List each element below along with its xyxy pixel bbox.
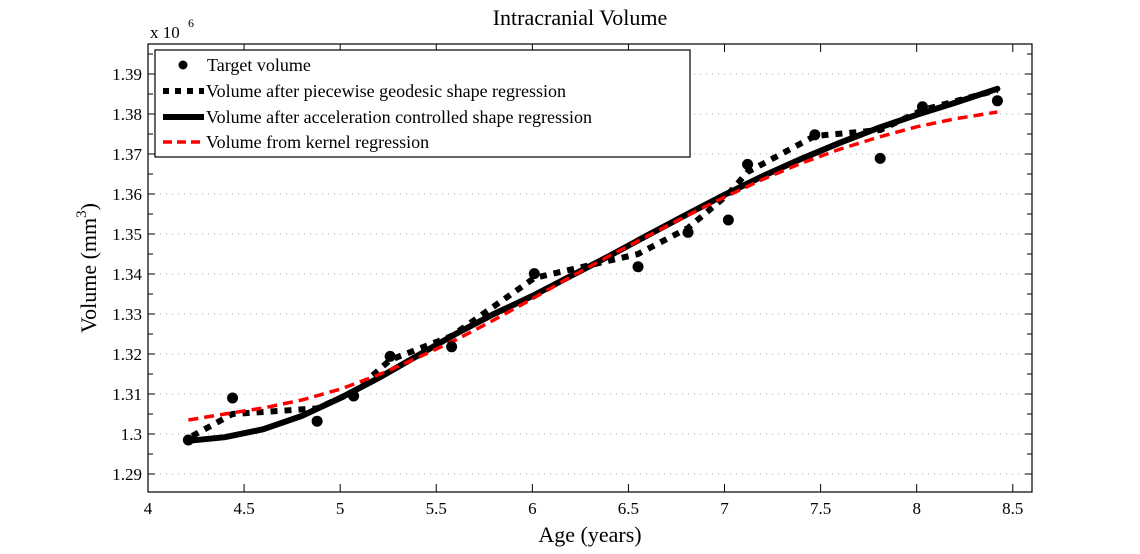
chart-title: Intracranial Volume (493, 5, 668, 30)
x-tick-label: 6 (528, 499, 537, 518)
y-axis-title-superscript: 3 (74, 210, 90, 218)
data-point (809, 129, 821, 141)
y-tick-label: 1.33 (112, 305, 142, 324)
legend-label: Volume from kernel regression (206, 132, 429, 152)
data-point (916, 101, 928, 113)
y-tick-label: 1.32 (112, 345, 142, 364)
data-point (874, 152, 886, 164)
series-layer (182, 85, 1003, 446)
x-tick-label: 5 (336, 499, 345, 518)
legend-label: Volume after acceleration controlled sha… (206, 107, 592, 127)
y-tick-label: 1.3 (121, 425, 142, 444)
svg-text:Volume (mm3): Volume (mm3) (74, 203, 101, 333)
data-point (682, 226, 694, 238)
data-point (348, 390, 360, 402)
y-tick-label: 1.29 (112, 465, 142, 484)
legend-item-piecewise-geodesic: Volume after piecewise geodesic shape re… (163, 81, 566, 101)
y-tick-label: 1.38 (112, 105, 142, 124)
y-tick-label: 1.37 (112, 145, 142, 164)
legend: Target volume Volume after piecewise geo… (154, 49, 691, 158)
y-axis-title-main: Volume (mm (76, 218, 101, 333)
y-tick-label: 1.31 (112, 385, 142, 404)
data-point (632, 261, 644, 273)
x-tick-label: 6.5 (618, 499, 639, 518)
legend-item-target-volume: Target volume (178, 55, 311, 75)
y-tick-label: 1.36 (112, 185, 142, 204)
y-axis-title: Volume (mm3) (74, 203, 101, 333)
x-tick-label: 5.5 (426, 499, 447, 518)
data-point (446, 341, 458, 353)
legend-box (154, 49, 691, 158)
x-axis-title: Age (years) (538, 522, 641, 547)
x-tick-label: 7 (720, 499, 729, 518)
legend-label: Volume after piecewise geodesic shape re… (206, 81, 566, 101)
legend-item-kernel-regression: Volume from kernel regression (163, 132, 429, 152)
x-tick-label: 8 (912, 499, 921, 518)
data-point (384, 350, 396, 362)
legend-item-acceleration-controlled: Volume after acceleration controlled sha… (163, 107, 592, 127)
data-point (311, 415, 323, 427)
data-point (227, 392, 239, 404)
x-tick-label: 4.5 (233, 499, 254, 518)
y-tick-labels: 1.29 1.3 1.31 1.32 1.33 1.34 1.35 1.36 1.37 1.38 1… (112, 65, 142, 484)
x-tick-label: 8.5 (1002, 499, 1023, 518)
legend-marker-dot (178, 60, 188, 70)
plot-frame (147, 43, 1033, 493)
legend-label: Target volume (207, 55, 311, 75)
y-tick-label: 1.35 (112, 225, 142, 244)
data-point (991, 95, 1003, 107)
y-tick-label: 1.34 (112, 265, 142, 284)
axis-ticks (147, 44, 1032, 492)
y-tick-label: 1.39 (112, 65, 142, 84)
data-point (742, 158, 754, 170)
data-point (722, 214, 734, 226)
y-multiplier-exponent: 6 (188, 16, 194, 30)
data-point (528, 268, 540, 280)
x-tick-labels: 4 4.5 5 5.5 6 6.5 7 7.5 8 8.5 (144, 499, 1024, 518)
x-tick-label: 4 (144, 499, 153, 518)
y-multiplier-label: x 10 (150, 23, 180, 42)
data-point (182, 434, 194, 446)
series-line-dotted-thick (190, 87, 999, 439)
x-tick-label: 7.5 (810, 499, 831, 518)
series-line-dashed (188, 110, 998, 422)
y-axis-title-suffix: ) (76, 203, 101, 210)
y-multiplier: x 10 6 (150, 16, 194, 42)
